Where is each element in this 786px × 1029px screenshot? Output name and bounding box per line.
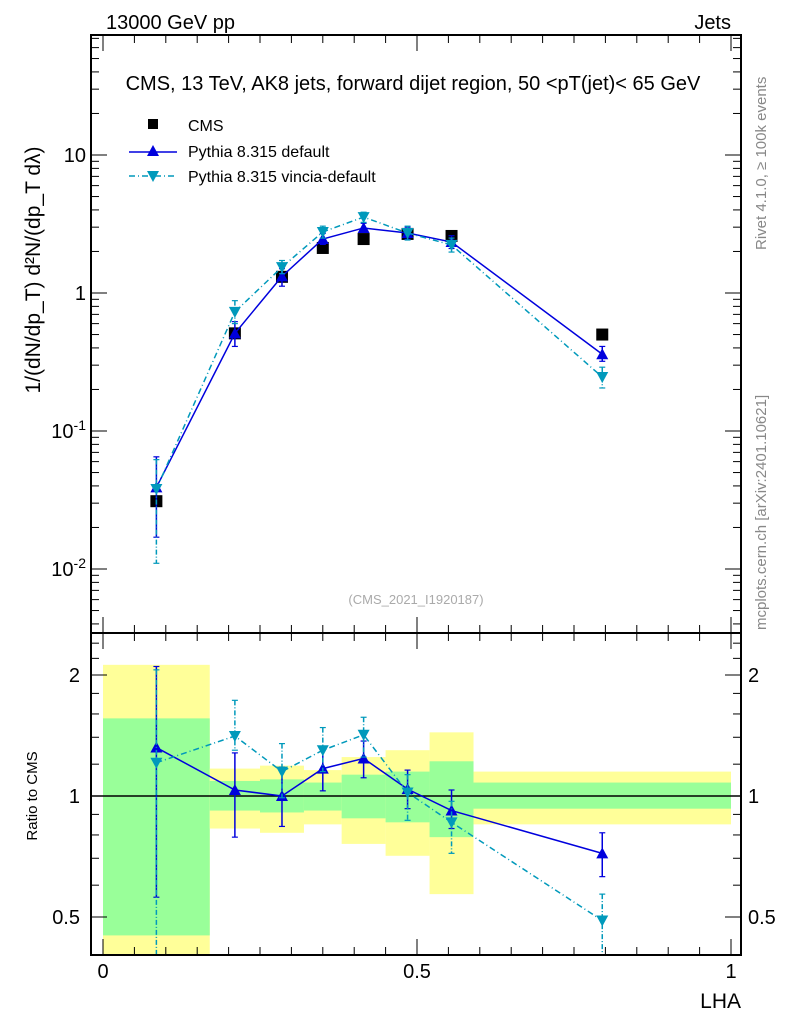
side-label-bottom: mcplots.cern.ch [arXiv:2401.10621] <box>753 395 770 630</box>
chart-marks <box>150 211 609 955</box>
legend-label-default: Pythia 8.315 default <box>188 144 330 161</box>
side-label-top: Rivet 4.1.0, ≥ 100k events <box>753 77 770 250</box>
ratio-vincia-point <box>357 729 370 741</box>
ratio-default-point <box>357 752 370 764</box>
ratio-y-tick-label-left: 0.5 <box>52 907 80 929</box>
ratio-default-line <box>156 746 603 855</box>
vincia-point <box>401 228 414 240</box>
title-main: CMS, 13 TeV, AK8 jets, forward dijet reg… <box>126 73 701 95</box>
cms-data-point <box>357 233 370 246</box>
ratio-vincia-point <box>445 817 458 829</box>
ratio-bands <box>91 664 741 955</box>
axes: 0 0.5 1 10-2 10-1 1 10 0.5 0.5 1 1 2 2 <box>51 34 776 983</box>
ratio-default-point <box>445 804 458 816</box>
vincia-point <box>316 226 329 238</box>
ratio-vincia-point <box>150 757 163 769</box>
legend-label-vincia: Pythia 8.315 vincia-default <box>188 169 376 186</box>
vincia-point <box>275 262 288 274</box>
ratio-default-point <box>228 783 241 795</box>
default-point <box>228 327 241 339</box>
ratio-y-tick-label-right: 2 <box>748 665 759 687</box>
top-left-label: 13000 GeV pp <box>106 12 235 34</box>
default-point <box>275 270 288 282</box>
y-tick-label: 10 <box>64 145 86 167</box>
top-right-label: Jets <box>694 12 731 34</box>
y-axis-label-main: 1/(dN/dp_T) d²N/(dp_T dλ) <box>22 146 45 393</box>
y-tick-label: 1 <box>75 283 86 305</box>
legend: CMS Pythia 8.315 default Pythia 8.315 vi… <box>129 118 376 186</box>
ratio-vincia-line <box>156 733 603 922</box>
default-point <box>357 221 370 233</box>
legend-marker-default <box>147 145 159 156</box>
legend-marker-cms <box>148 119 158 129</box>
ratio-y-tick-label-right: 0.5 <box>748 907 776 929</box>
cms-data-point <box>596 328 609 341</box>
ratio-y-tick-label-left: 2 <box>69 665 80 687</box>
ratio-panel-frame <box>90 632 742 956</box>
vincia-point <box>150 483 163 495</box>
default-line <box>155 227 603 488</box>
ratio-default-point <box>596 847 609 859</box>
vincia-point <box>228 306 241 318</box>
ratio-vincia-point <box>596 915 609 927</box>
vincia-point <box>445 239 458 251</box>
x-axis-label: LHA <box>700 990 741 1013</box>
y-axis-label-ratio: Ratio to CMS <box>24 751 41 840</box>
vincia-point <box>596 372 609 384</box>
ratio-y-tick-label-left: 1 <box>69 786 80 808</box>
vincia-line <box>155 216 603 490</box>
vincia-point <box>357 212 370 224</box>
x-tick-label: 1 <box>725 961 736 983</box>
legend-marker-vincia <box>147 171 159 182</box>
x-tick-label: 0.5 <box>403 961 431 983</box>
ratio-vincia-point <box>401 787 414 799</box>
ratio-vincia-point <box>275 766 288 778</box>
default-point <box>596 348 609 360</box>
chart-title: CMS, 13 TeV, AK8 jets, forward dijet reg… <box>126 73 701 95</box>
ratio-y-tick-label-right: 1 <box>748 786 759 808</box>
watermark: (CMS_2021_I1920187) <box>348 592 483 607</box>
x-tick-label: 0 <box>97 961 108 983</box>
y-tick-label: 10-2 <box>51 555 86 581</box>
y-tick-label: 10-1 <box>51 417 86 443</box>
ratio-vincia-point <box>316 745 329 757</box>
ratio-vincia-point <box>228 731 241 743</box>
legend-label-cms: CMS <box>188 118 224 135</box>
